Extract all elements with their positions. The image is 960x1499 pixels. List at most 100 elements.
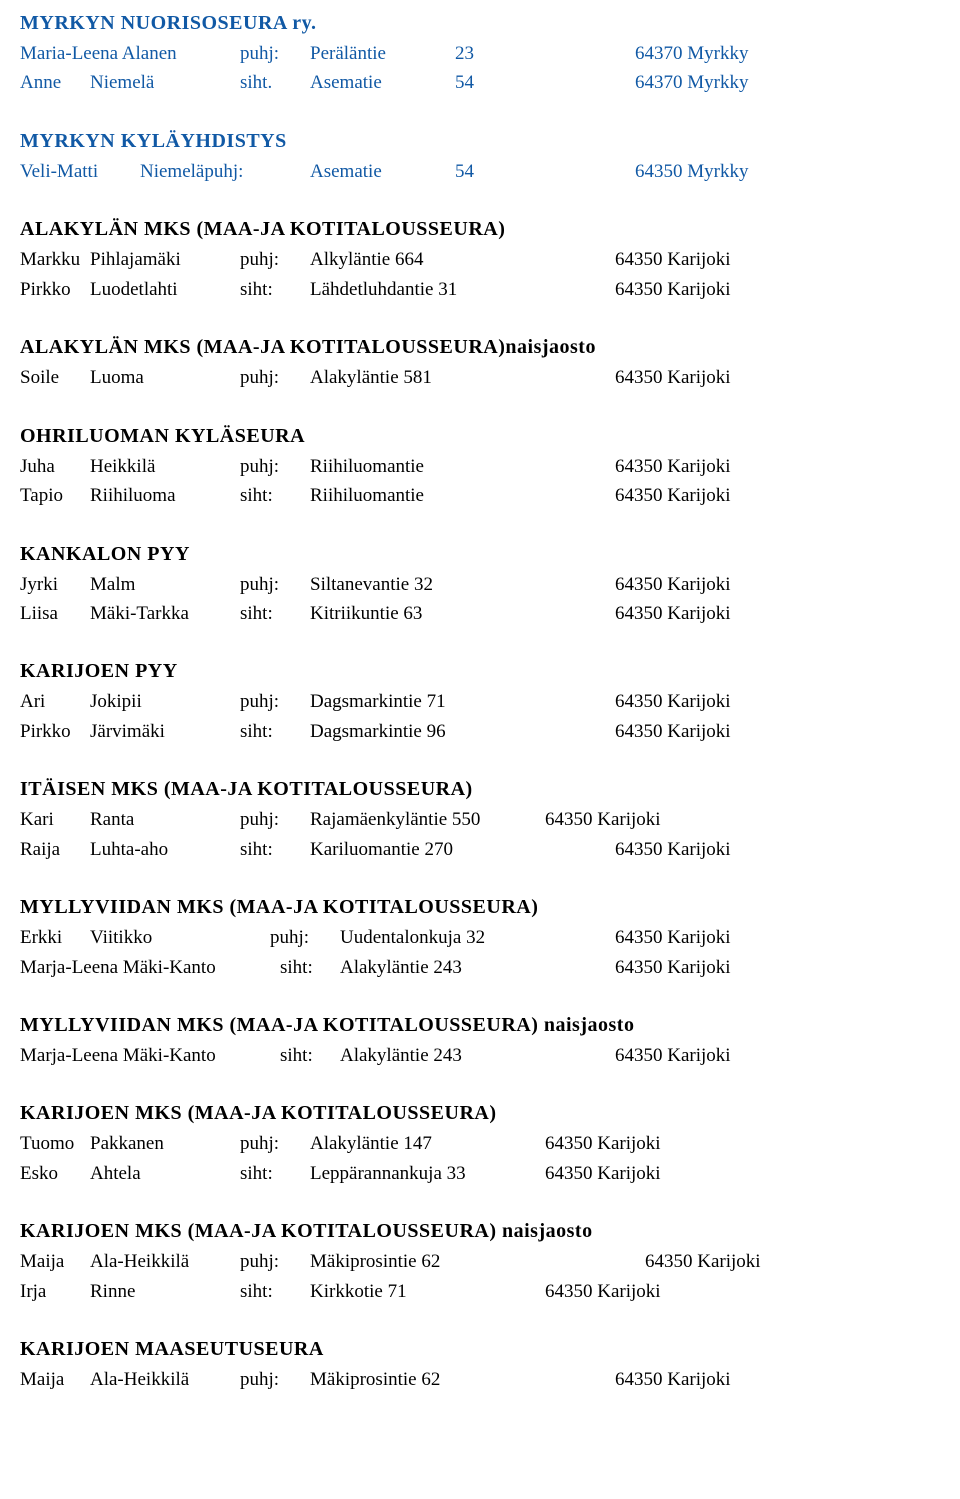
role: puhj:	[240, 1365, 310, 1394]
role: puhj:	[240, 570, 310, 599]
role: siht:	[240, 1277, 310, 1306]
last: Heikkilä	[90, 452, 240, 481]
street: Riihiluomantie	[310, 481, 525, 510]
section-title: MYRKYN NUORISOSEURA ry.	[20, 8, 940, 39]
first: Veli-Matti	[20, 157, 140, 186]
last: Rinne	[90, 1277, 240, 1306]
postal: 64350 Karijoki	[615, 717, 940, 746]
street: Lähdetluhdantie 31	[310, 275, 525, 304]
street: Siltanevantie 32	[310, 570, 525, 599]
street: Leppärannankuja 33	[310, 1159, 545, 1188]
last: Ahtela	[90, 1159, 240, 1188]
street: Mäkiprosintie 62	[310, 1247, 645, 1276]
first: Tapio	[20, 481, 90, 510]
street: Asematie	[310, 68, 455, 97]
postal: 64350 Karijoki	[615, 1041, 940, 1070]
street: Alakyläntie 243	[340, 953, 615, 982]
postal: 64350 Karijoki	[615, 599, 940, 628]
postal: 64370 Myrkky	[635, 68, 940, 97]
street: Kirkkotie 71	[310, 1277, 545, 1306]
role: puhj:	[240, 687, 310, 716]
entry-row: Jyrki Malm puhj: Siltanevantie 32 64350 …	[20, 570, 940, 599]
entry-row: Soile Luoma puhj: Alakyläntie 581 64350 …	[20, 363, 940, 392]
first: Irja	[20, 1277, 90, 1306]
street-num: 54	[455, 68, 545, 97]
entry-row: Ari Jokipii puhj: Dagsmarkintie 71 64350…	[20, 687, 940, 716]
entry-row: Irja Rinne siht: Kirkkotie 71 64350 Kari…	[20, 1277, 940, 1306]
postal: 64350 Karijoki	[615, 1365, 940, 1394]
first: Pirkko	[20, 275, 90, 304]
role: puhj:	[240, 39, 310, 68]
last: Jokipii	[90, 687, 240, 716]
postal: 64350 Karijoki	[615, 452, 940, 481]
role: siht:	[280, 953, 340, 982]
street: Dagsmarkintie 71	[310, 687, 615, 716]
entry-row: Veli-Matti Niemeläpuhj: Asematie 54 6435…	[20, 157, 940, 186]
street: Asematie	[310, 157, 455, 186]
first: Jyrki	[20, 570, 90, 599]
first: Erkki	[20, 923, 90, 952]
postal: 64350 Karijoki	[615, 835, 940, 864]
last: Niemelä	[90, 68, 240, 97]
first: Pirkko	[20, 717, 90, 746]
entry-row: Marja-Leena Mäki-Kanto siht: Alakyläntie…	[20, 953, 940, 982]
postal: 64350 Myrkky	[635, 157, 940, 186]
street: Rajamäenkyläntie 550	[310, 805, 545, 834]
postal: 64350 Karijoki	[615, 275, 940, 304]
section-title: ALAKYLÄN MKS (MAA-JA KOTITALOUSSEURA)	[20, 214, 940, 245]
section-title: KARIJOEN MKS (MAA-JA KOTITALOUSSEURA) na…	[20, 1216, 940, 1247]
last: Pihlajamäki	[90, 245, 240, 274]
entry-row: Juha Heikkilä puhj: Riihiluomantie 64350…	[20, 452, 940, 481]
postal: 64370 Myrkky	[635, 39, 940, 68]
role: siht:	[240, 1159, 310, 1188]
last: Luodetlahti	[90, 275, 240, 304]
entry-row: Tapio Riihiluoma siht: Riihiluomantie 64…	[20, 481, 940, 510]
role: siht:	[240, 717, 310, 746]
entry-row: Maija Ala-Heikkilä puhj: Mäkiprosintie 6…	[20, 1247, 940, 1276]
section-title: KARIJOEN PYY	[20, 656, 940, 687]
entry-row: Maria-Leena Alanen puhj: Peräläntie 23 6…	[20, 39, 940, 68]
section-title: KARIJOEN MAASEUTUSEURA	[20, 1334, 940, 1365]
postal: 64350 Karijoki	[615, 570, 940, 599]
section-title: KARIJOEN MKS (MAA-JA KOTITALOUSSEURA)	[20, 1098, 940, 1129]
street: Alakyläntie 581	[310, 363, 525, 392]
first: Anne	[20, 68, 90, 97]
role: siht:	[240, 481, 310, 510]
postal: 64350 Karijoki	[615, 923, 940, 952]
last: Riihiluoma	[90, 481, 240, 510]
street-num: 23	[455, 39, 545, 68]
street: Mäkiprosintie 62	[310, 1365, 615, 1394]
entry-row: Liisa Mäki-Tarkka siht: Kitriikuntie 63 …	[20, 599, 940, 628]
role: siht:	[240, 275, 310, 304]
first: Raija	[20, 835, 90, 864]
entry-row: Esko Ahtela siht: Leppärannankuja 33 643…	[20, 1159, 940, 1188]
role: puhj:	[240, 245, 310, 274]
role: puhj:	[240, 452, 310, 481]
last: Ranta	[90, 805, 240, 834]
section-title: MYLLYVIIDAN MKS (MAA-JA KOTITALOUSSEURA)	[20, 892, 940, 923]
street: Kitriikuntie 63	[310, 599, 525, 628]
entry-row: Marja-Leena Mäki-Kanto siht: Alakyläntie…	[20, 1041, 940, 1070]
role: siht:	[240, 835, 310, 864]
last: Mäki-Tarkka	[90, 599, 240, 628]
entry-row: Markku Pihlajamäki puhj: Alkyläntie 664 …	[20, 245, 940, 274]
first: Liisa	[20, 599, 90, 628]
last: Järvimäki	[90, 717, 240, 746]
entry-row: Erkki Viitikko puhj: Uudentalonkuja 32 6…	[20, 923, 940, 952]
last: Pakkanen	[90, 1129, 240, 1158]
section-title: MYLLYVIIDAN MKS (MAA-JA KOTITALOUSSEURA)…	[20, 1010, 940, 1041]
postal: 64350 Karijoki	[615, 481, 940, 510]
street: Alakyläntie 147	[310, 1129, 545, 1158]
street-num: 54	[455, 157, 545, 186]
last: Malm	[90, 570, 240, 599]
first: Tuomo	[20, 1129, 90, 1158]
first: Juha	[20, 452, 90, 481]
last: Ala-Heikkilä	[90, 1365, 240, 1394]
postal: 64350 Karijoki	[615, 363, 940, 392]
section-title: ITÄISEN MKS (MAA-JA KOTITALOUSSEURA)	[20, 774, 940, 805]
role: puhj:	[240, 1247, 310, 1276]
role: puhj:	[270, 923, 340, 952]
postal: 64350 Karijoki	[545, 1277, 940, 1306]
first: Soile	[20, 363, 90, 392]
first: Esko	[20, 1159, 90, 1188]
